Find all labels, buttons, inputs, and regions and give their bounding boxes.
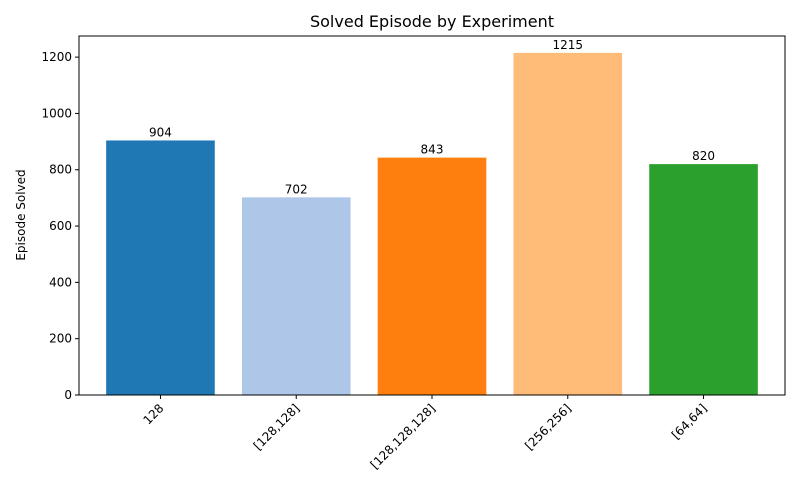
data-label-4: 820 [692, 149, 715, 163]
x-tick-label-0: 128 [140, 401, 166, 427]
data-label-0: 904 [149, 125, 172, 139]
bar-3 [513, 52, 623, 396]
y-tick-label-1: 200 [49, 332, 72, 346]
bar-0 [106, 140, 215, 395]
plot-area: 0 200 400 600 800 1000 1200 128 [128,128] [128,12… [41, 35, 786, 472]
y-axis-label: Episode Solved [14, 169, 28, 260]
data-label-1: 702 [285, 182, 308, 196]
data-label-3: 1215 [552, 38, 583, 52]
y-tick-label-3: 600 [49, 219, 72, 233]
bar-1 [241, 197, 351, 395]
x-tick-label-2: [128,128,128] [368, 401, 439, 472]
y-tick-label-5: 1000 [41, 106, 72, 120]
y-tick-label-6: 1200 [41, 50, 72, 64]
x-tick-label-4: [64,64] [669, 401, 710, 442]
x-tick-label-3: [256,256] [522, 401, 574, 453]
y-tick-label-0: 0 [64, 388, 72, 402]
x-tick-label-1: [128,128] [251, 401, 303, 453]
chart-title: Solved Episode by Experiment [310, 12, 554, 31]
data-label-2: 843 [421, 143, 444, 157]
y-tick-label-4: 800 [49, 163, 72, 177]
bar-4 [649, 164, 758, 395]
y-tick-label-2: 400 [49, 275, 72, 289]
bar-2 [377, 157, 487, 395]
